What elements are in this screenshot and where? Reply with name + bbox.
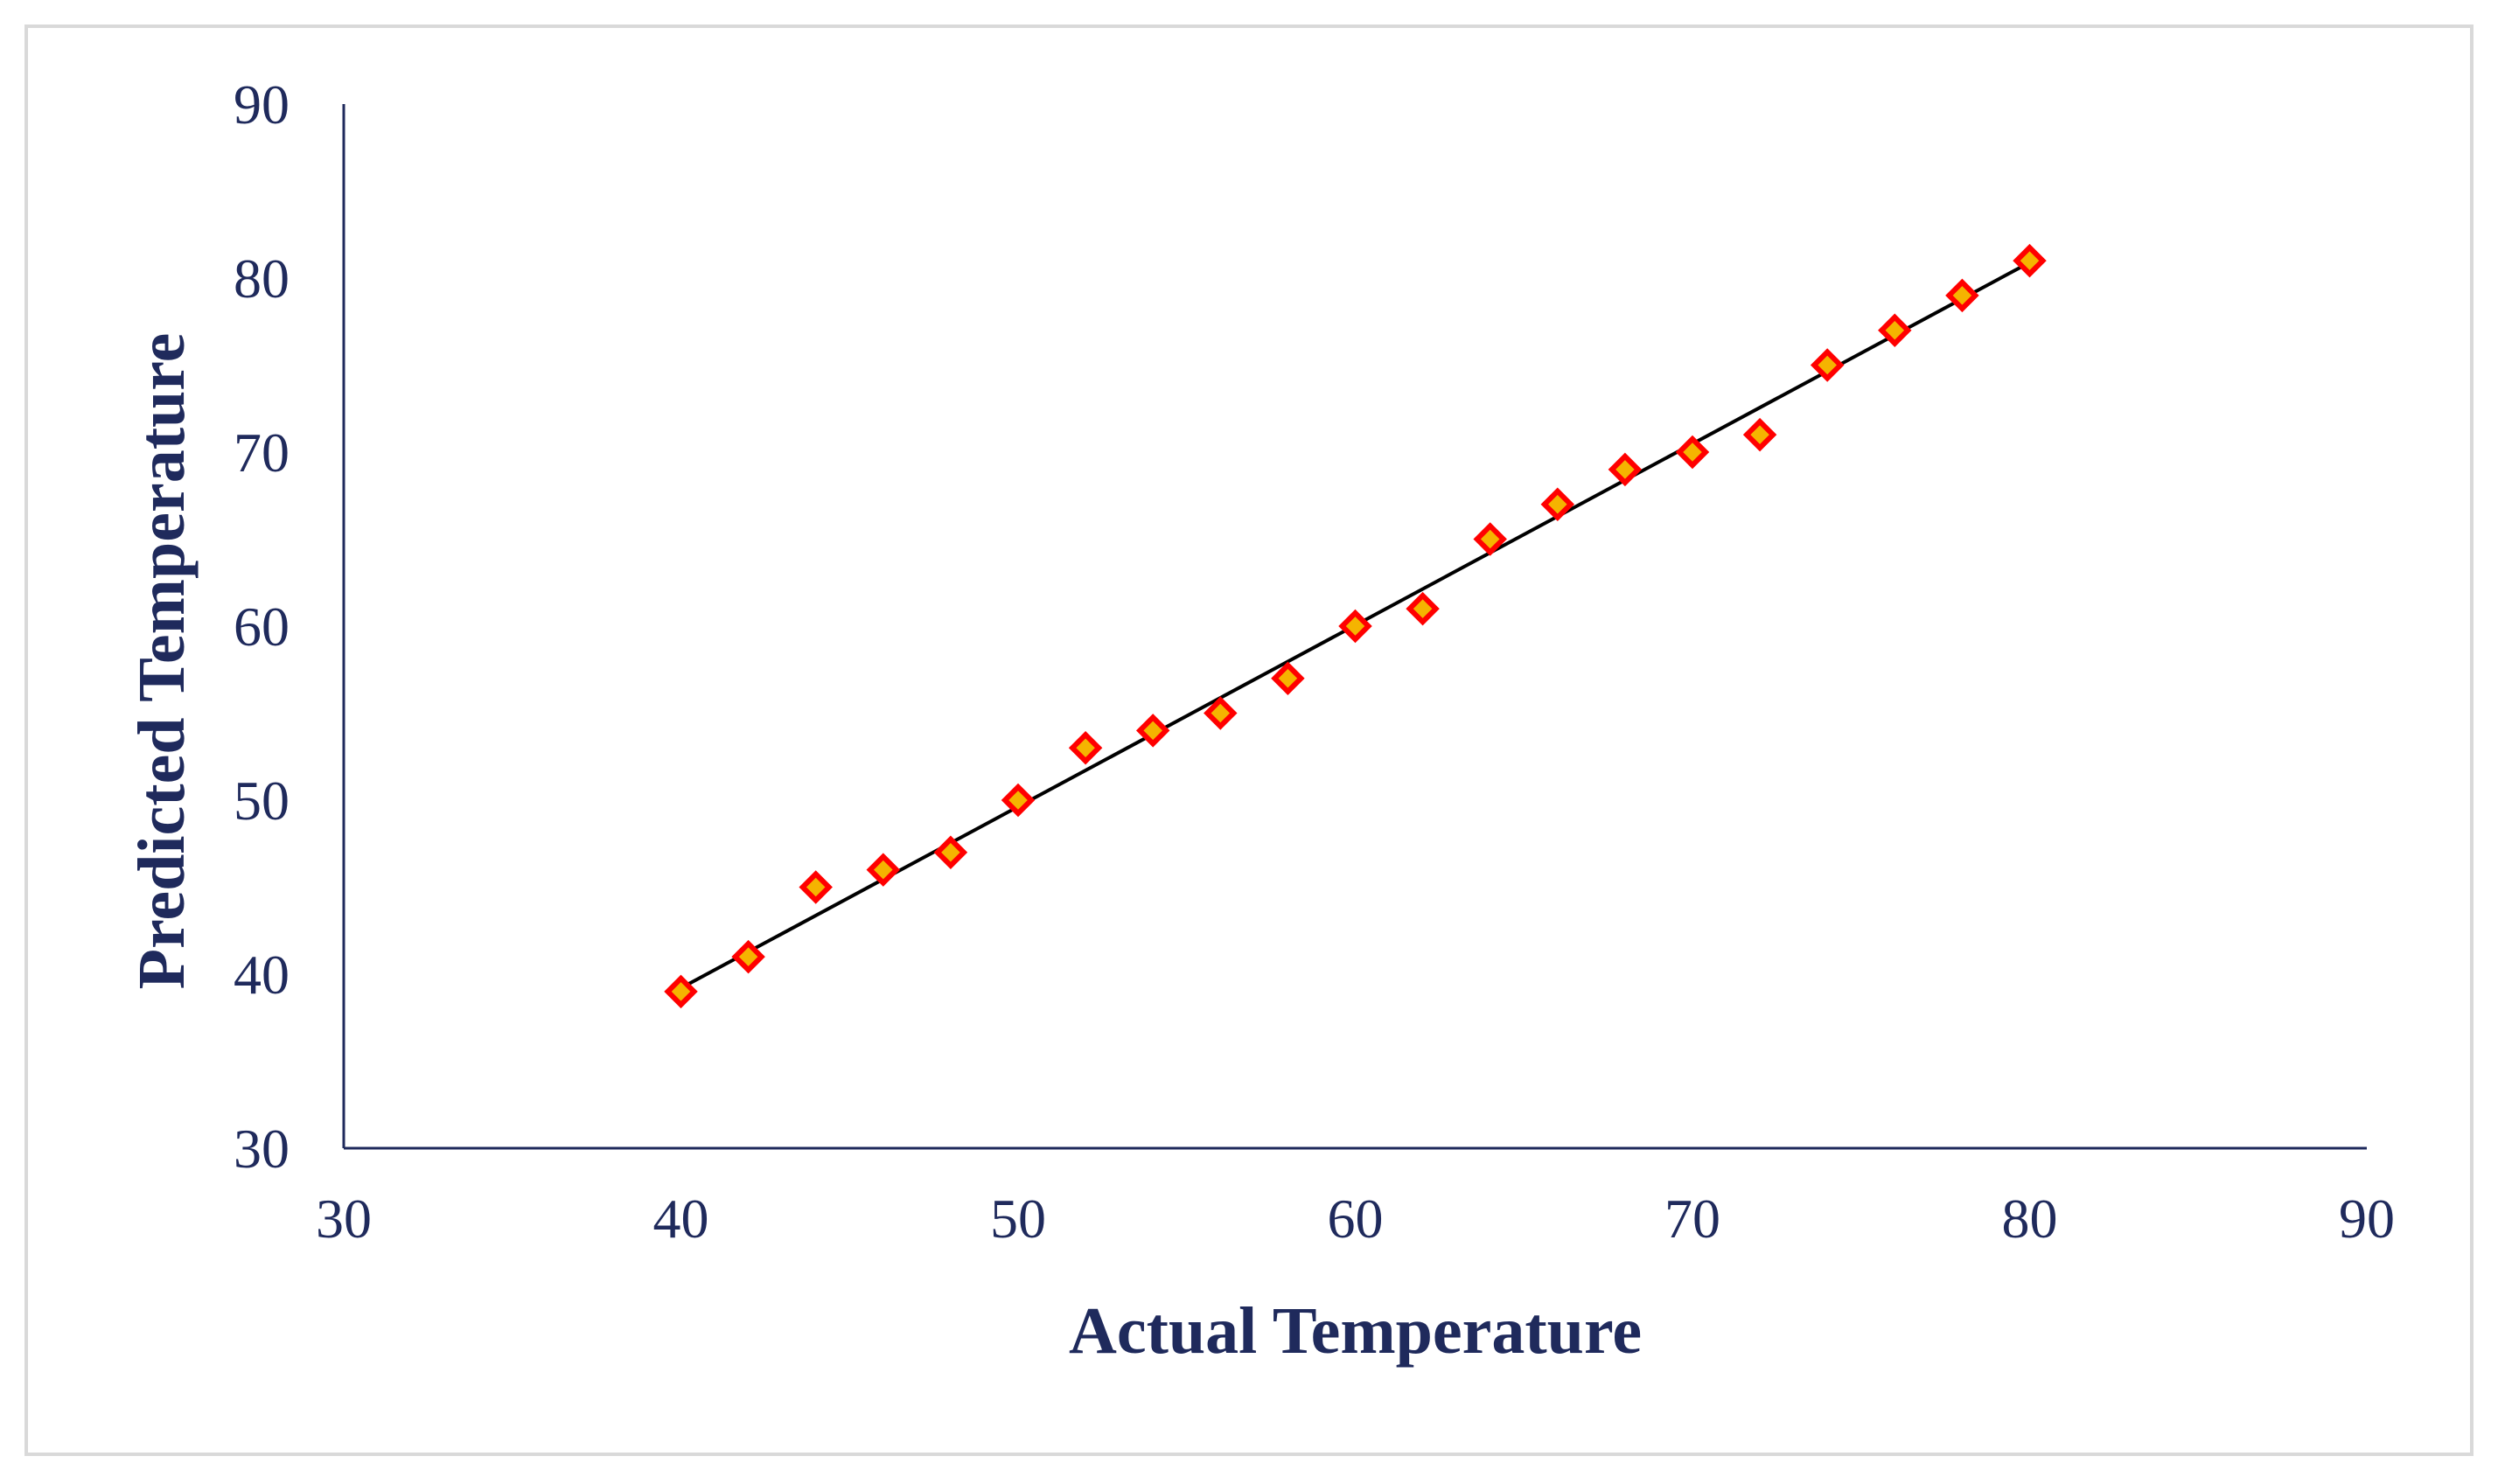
data-point [1675, 435, 1710, 470]
data-point [1135, 714, 1170, 748]
data-point [1338, 609, 1372, 644]
y-tick-label: 30 [234, 1118, 290, 1180]
data-point [1742, 417, 1777, 452]
data-point [731, 939, 765, 974]
data-points [664, 243, 2047, 1009]
data-point [1068, 731, 1103, 765]
y-tick-label: 50 [234, 770, 290, 832]
x-tick-label: 30 [316, 1188, 372, 1250]
data-point [1473, 522, 1507, 556]
data-point [799, 870, 833, 904]
x-tick-label: 40 [653, 1188, 709, 1250]
data-point [1540, 487, 1575, 521]
data-point [1945, 278, 1979, 313]
y-tick-label: 40 [234, 944, 290, 1006]
data-point [1406, 591, 1440, 626]
x-axis-title: Actual Temperature [1069, 1294, 1642, 1368]
x-tick-label: 50 [990, 1188, 1046, 1250]
y-tick-label: 70 [234, 422, 290, 484]
y-axis-title: Predicted Temperature [125, 333, 199, 990]
data-point [866, 853, 901, 887]
y-tick-labels: 30 40 50 60 70 80 90 [234, 73, 290, 1180]
chart-frame [24, 24, 2474, 1456]
axes [342, 104, 2367, 1150]
y-tick-label: 80 [234, 247, 290, 310]
data-point [1608, 452, 1643, 487]
data-point [664, 974, 698, 1009]
data-point [1810, 348, 1845, 382]
y-tick-label: 60 [234, 596, 290, 658]
x-tick-label: 80 [2002, 1188, 2058, 1250]
x-tick-labels: 30 40 50 60 70 80 90 [316, 1188, 2395, 1250]
x-tick-label: 90 [2339, 1188, 2395, 1250]
x-tick-label: 60 [1328, 1188, 1384, 1250]
y-tick-label: 90 [234, 73, 290, 136]
data-point [1878, 313, 1912, 347]
data-point [1271, 661, 1305, 695]
data-point [1204, 696, 1238, 730]
data-point [1001, 783, 1036, 818]
data-point [2013, 243, 2047, 278]
x-tick-label: 70 [1664, 1188, 1720, 1250]
data-point [933, 835, 968, 869]
